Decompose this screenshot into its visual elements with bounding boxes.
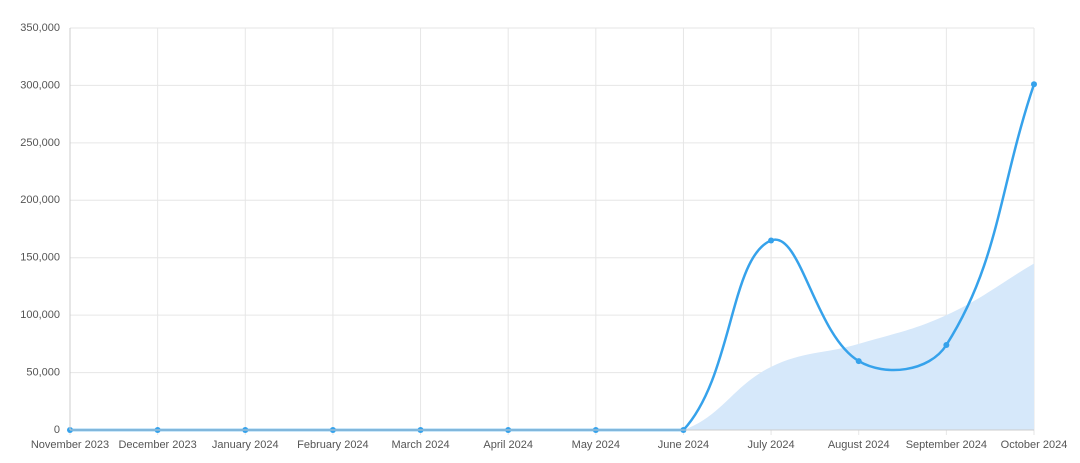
y-tick-label: 350,000 [20,22,60,34]
y-tick-label: 50,000 [26,366,60,378]
y-tick-label: 200,000 [20,194,60,206]
x-tick-label: August 2024 [828,439,890,451]
area [70,263,1034,430]
point [943,342,950,349]
y-tick-label: 0 [54,424,60,436]
y-tick-label: 250,000 [20,137,60,149]
point [768,237,775,244]
x-tick-label: September 2024 [906,439,987,451]
point [1031,81,1037,88]
point [855,358,862,365]
x-tick-label: July 2024 [748,439,795,451]
x-tick-label: March 2024 [391,439,449,451]
x-tick-label: February 2024 [297,439,369,451]
y-tick-label: 300,000 [20,79,60,91]
y-tick-label: 150,000 [20,252,60,264]
x-tick-label: April 2024 [483,439,533,451]
x-tick-label: May 2024 [572,439,620,451]
x-tick-label: June 2024 [658,439,709,451]
x-tick-label: December 2023 [118,439,196,451]
x-tick-label: January 2024 [212,439,279,451]
y-tick-label: 100,000 [20,309,60,321]
x-tick-label: October 2024 [1001,439,1068,451]
x-tick-label: November 2023 [31,439,109,451]
